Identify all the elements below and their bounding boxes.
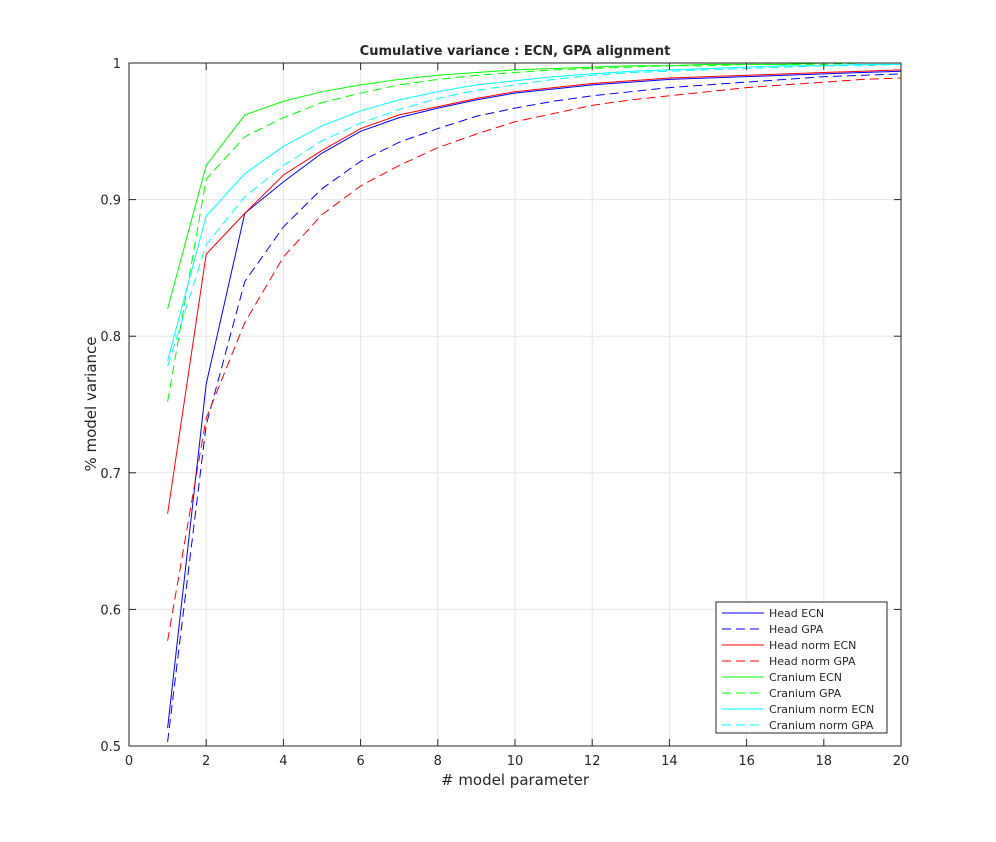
x-tick-label: 10 [507, 754, 524, 769]
y-tick-label: 0.5 [100, 740, 121, 755]
series-line-1 [167, 73, 902, 742]
x-tick-label: 0 [125, 754, 133, 769]
legend-label: Cranium ECN [769, 671, 842, 684]
x-tick-label: 18 [816, 754, 833, 769]
x-tick-label: 8 [434, 754, 442, 769]
y-tick-label: 0.6 [100, 603, 121, 618]
series-line-5 [167, 62, 901, 402]
y-axis-label: % model variance [82, 336, 100, 471]
y-tick-label: 0.8 [100, 330, 121, 345]
x-tick-label: 16 [738, 754, 755, 769]
series-line-7 [167, 63, 902, 367]
y-tick-label: 0.7 [100, 467, 121, 482]
x-tick-label: 12 [584, 754, 601, 769]
legend-entries: Head ECN Head GPA Head norm ECN Head norm G… [722, 607, 874, 732]
series-line-2 [167, 69, 902, 514]
legend-box [715, 601, 888, 734]
y-tick-label: 1 [113, 57, 121, 72]
series-line-6 [167, 63, 901, 361]
legend-label: Head ECN [769, 607, 824, 620]
legend-label: Cranium GPA [769, 687, 842, 700]
legend-label: Head norm ECN [769, 639, 856, 652]
tick-layer: 0 2 4 6 8 10 12 14 16 18 20 0.5 0.6 0.7 0.8 0.9 1 [100, 57, 909, 769]
series-line-0 [167, 70, 902, 729]
legend-label: Cranium norm GPA [769, 719, 874, 732]
series-line-3 [167, 77, 902, 641]
x-tick-label: 2 [202, 754, 210, 769]
chart-title: Cumulative variance : ECN, GPA alignment [360, 44, 671, 59]
legend-label: Cranium norm ECN [769, 703, 874, 716]
x-tick-label: 14 [661, 754, 678, 769]
y-tick-label: 0.9 [100, 194, 121, 209]
x-tick-label: 6 [356, 754, 364, 769]
x-tick-label: 20 [893, 754, 910, 769]
x-tick-label: 4 [279, 754, 287, 769]
legend-label: Head GPA [769, 623, 824, 636]
legend-label: Head norm GPA [769, 655, 856, 668]
series-layer [167, 62, 902, 742]
x-axis-label: # model parameter [441, 771, 590, 789]
legend: Head ECN Head GPA Head norm ECN Head norm G… [715, 601, 888, 734]
